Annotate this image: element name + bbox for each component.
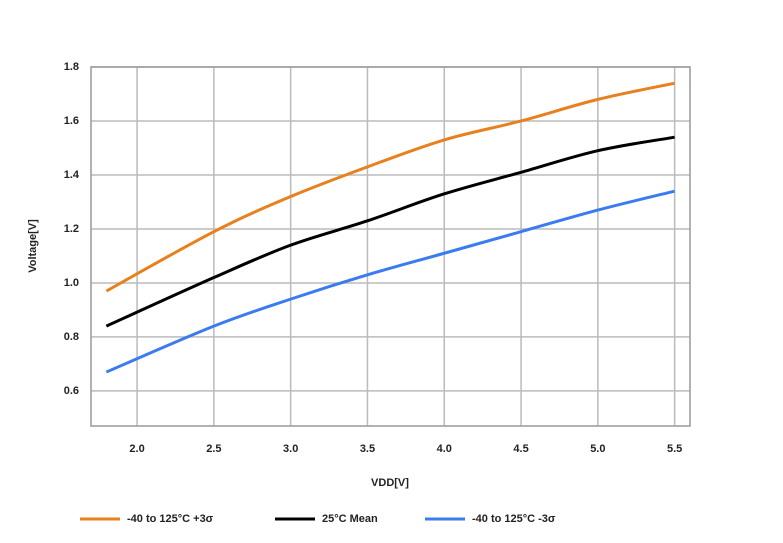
y-tick-label: 0.6 <box>64 385 79 397</box>
x-axis-label: VDD[V] <box>371 477 409 489</box>
x-tick-label: 3.5 <box>360 443 375 455</box>
data-line <box>105 135 675 328</box>
data-line <box>105 81 675 293</box>
y-tick-label: 1.8 <box>64 61 79 73</box>
y-tick-label: 1.0 <box>64 277 79 289</box>
y-tick-label: 0.8 <box>64 331 79 343</box>
y-tick-label: 1.6 <box>64 115 79 127</box>
x-tick-label: 2.0 <box>129 443 144 455</box>
x-tick-label: 5.0 <box>590 443 605 455</box>
plot-frame <box>90 66 691 427</box>
legend-label: 25°C Mean <box>322 513 378 525</box>
legend-label: -40 to 125°C -3σ <box>472 513 556 525</box>
x-tick-label: 5.5 <box>667 443 682 455</box>
y-tick-label: 1.2 <box>64 223 79 235</box>
x-tick-label: 4.0 <box>437 443 452 455</box>
y-axis-label: Voltage[V] <box>27 219 39 273</box>
data-line <box>105 189 675 374</box>
y-tick-label: 1.4 <box>64 169 80 181</box>
x-tick-label: 3.0 <box>283 443 298 455</box>
legend-label: -40 to 125°C +3σ <box>127 513 214 525</box>
x-tick-label: 4.5 <box>513 443 528 455</box>
x-tick-label: 2.5 <box>206 443 221 455</box>
